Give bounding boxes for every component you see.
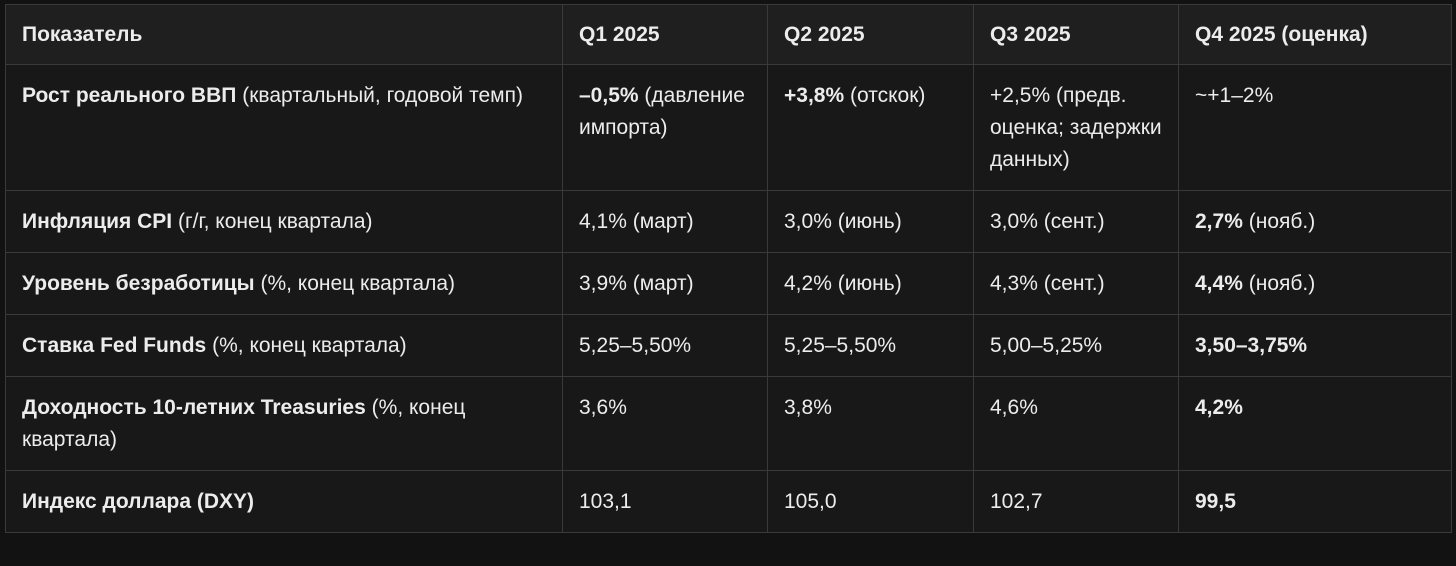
cell-text: 5,00–5,25% bbox=[990, 334, 1103, 357]
cell-text: 3,9% (март) bbox=[579, 272, 694, 295]
cell-text: 5,25–5,50% bbox=[579, 334, 692, 357]
table-row: Доходность 10-летних Treasuries (%, конец… bbox=[5, 376, 1452, 471]
cell-text: (квартальный, годовой темп) bbox=[242, 84, 523, 107]
value-cell: 4,6% bbox=[973, 376, 1179, 471]
cell-text: (отскок) bbox=[850, 84, 926, 107]
cell-text: 103,1 bbox=[579, 490, 632, 513]
cell-text: 105,0 bbox=[784, 490, 837, 513]
cell-text: (%, конец квартала) bbox=[22, 396, 466, 451]
value-cell: 4,2% bbox=[1178, 376, 1452, 471]
cell-text: 3,6% bbox=[579, 396, 627, 419]
value-cell: 3,0% (сент.) bbox=[973, 190, 1179, 253]
bold-text: 4,2% bbox=[1195, 396, 1243, 419]
value-cell: 5,25–5,50% bbox=[562, 314, 768, 377]
cell-text: (%, конец квартала) bbox=[260, 272, 456, 295]
bold-text: +3,8% bbox=[784, 84, 845, 107]
bold-text: 3,50–3,75% bbox=[1195, 334, 1308, 357]
cell-text: (%, конец квартала) bbox=[212, 334, 407, 357]
indicator-cell: Индекс доллара (DXY) bbox=[5, 470, 563, 533]
cell-text: 102,7 bbox=[990, 490, 1043, 513]
table-head: Показатель Q1 2025 Q2 2025 Q3 2025 Q4 2025 (… bbox=[5, 4, 1452, 65]
value-cell: 4,3% (сент.) bbox=[973, 252, 1179, 315]
value-cell: 102,7 bbox=[973, 470, 1179, 533]
bold-text: Рост реального ВВП bbox=[22, 84, 237, 107]
value-cell: 3,50–3,75% bbox=[1178, 314, 1452, 377]
indicator-cell: Рост реального ВВП (квартальный, годовой … bbox=[5, 64, 563, 191]
bold-text: Доходность 10-летних Treasuries bbox=[22, 396, 366, 419]
cell-text: ~+1–2% bbox=[1195, 84, 1274, 107]
indicator-cell: Доходность 10-летних Treasuries (%, конец… bbox=[5, 376, 563, 471]
cell-text: +2,5% (предв. оценка; задержки данных) bbox=[990, 84, 1162, 171]
value-cell: +2,5% (предв. оценка; задержки данных) bbox=[973, 64, 1179, 191]
header-cell: Q3 2025 bbox=[973, 4, 1179, 65]
bold-text: 4,4% bbox=[1195, 272, 1243, 295]
value-cell: 105,0 bbox=[767, 470, 974, 533]
value-cell: 3,9% (март) bbox=[562, 252, 768, 315]
cell-text: (г/г, конец квартала) bbox=[178, 210, 373, 233]
header-cell: Q1 2025 bbox=[562, 4, 768, 65]
bold-text: –0,5% bbox=[579, 84, 639, 107]
table-row: Индекс доллара (DXY) 103,1 105,0 102,7 99,5 bbox=[5, 470, 1452, 533]
cell-text: 5,25–5,50% bbox=[784, 334, 897, 357]
value-cell: 2,7% (нояб.) bbox=[1178, 190, 1452, 253]
value-cell: 99,5 bbox=[1178, 470, 1452, 533]
cell-text: (нояб.) bbox=[1248, 210, 1316, 233]
value-cell: –0,5% (давление импорта) bbox=[562, 64, 768, 191]
value-cell: ~+1–2% bbox=[1178, 64, 1452, 191]
header-row: Показатель Q1 2025 Q2 2025 Q3 2025 Q4 2025 (… bbox=[5, 4, 1452, 65]
cell-text: 4,6% bbox=[990, 396, 1038, 419]
data-table: Показатель Q1 2025 Q2 2025 Q3 2025 Q4 2025 (… bbox=[5, 4, 1452, 533]
cell-text: (нояб.) bbox=[1248, 272, 1316, 295]
bold-text: Индекс доллара (DXY) bbox=[22, 490, 255, 513]
bold-text: Уровень безработицы bbox=[22, 272, 255, 295]
cell-text: 3,0% (сент.) bbox=[990, 210, 1105, 233]
indicator-cell: Уровень безработицы (%, конец квартала) bbox=[5, 252, 563, 315]
value-cell: 4,4% (нояб.) bbox=[1178, 252, 1452, 315]
value-cell: 5,00–5,25% bbox=[973, 314, 1179, 377]
value-cell: 4,1% (март) bbox=[562, 190, 768, 253]
cell-text: 4,2% (июнь) bbox=[784, 272, 902, 295]
bold-text: Инфляция CPI bbox=[22, 210, 173, 233]
table-row: Ставка Fed Funds (%, конец квартала) 5,25–… bbox=[5, 314, 1452, 377]
indicator-cell: Ставка Fed Funds (%, конец квартала) bbox=[5, 314, 563, 377]
cell-text: 4,3% (сент.) bbox=[990, 272, 1105, 295]
value-cell: 3,0% (июнь) bbox=[767, 190, 974, 253]
value-cell: 5,25–5,50% bbox=[767, 314, 974, 377]
value-cell: 3,6% bbox=[562, 376, 768, 471]
value-cell: 4,2% (июнь) bbox=[767, 252, 974, 315]
cell-text: (давление импорта) bbox=[579, 84, 745, 139]
cell-text: 4,1% (март) bbox=[579, 210, 694, 233]
cell-text: 3,0% (июнь) bbox=[784, 210, 902, 233]
bold-text: 99,5 bbox=[1195, 490, 1236, 513]
table-body: Рост реального ВВП (квартальный, годовой … bbox=[5, 64, 1452, 533]
header-cell: Q2 2025 bbox=[767, 4, 974, 65]
table-row: Уровень безработицы (%, конец квартала) 3,… bbox=[5, 252, 1452, 315]
indicator-cell: Инфляция CPI (г/г, конец квартала) bbox=[5, 190, 563, 253]
bold-text: 2,7% bbox=[1195, 210, 1243, 233]
table-row: Рост реального ВВП (квартальный, годовой … bbox=[5, 64, 1452, 191]
value-cell: +3,8% (отскок) bbox=[767, 64, 974, 191]
cell-text: 3,8% bbox=[784, 396, 832, 419]
header-cell: Q4 2025 (оценка) bbox=[1178, 4, 1452, 65]
table-row: Инфляция CPI (г/г, конец квартала) 4,1% (м… bbox=[5, 190, 1452, 253]
header-cell: Показатель bbox=[5, 4, 563, 65]
value-cell: 103,1 bbox=[562, 470, 768, 533]
value-cell: 3,8% bbox=[767, 376, 974, 471]
bold-text: Ставка Fed Funds bbox=[22, 334, 207, 357]
